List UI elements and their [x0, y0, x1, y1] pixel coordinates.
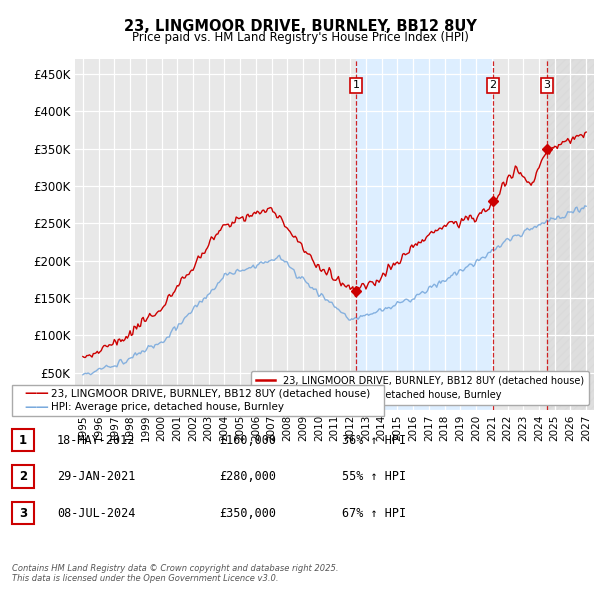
Legend: 23, LINGMOOR DRIVE, BURNLEY, BB12 8UY (detached house), HPI: Average price, deta: 23, LINGMOOR DRIVE, BURNLEY, BB12 8UY (d… — [251, 371, 589, 405]
Bar — [356, 59, 493, 410]
Text: 23, LINGMOOR DRIVE, BURNLEY, BB12 8UY (detached house): 23, LINGMOOR DRIVE, BURNLEY, BB12 8UY (d… — [51, 389, 370, 399]
Text: 67% ↑ HPI: 67% ↑ HPI — [342, 507, 406, 520]
Text: 2: 2 — [19, 470, 27, 483]
Text: ——: —— — [24, 401, 49, 414]
Text: 1: 1 — [19, 434, 27, 447]
Text: 08-JUL-2024: 08-JUL-2024 — [57, 507, 136, 520]
Text: 3: 3 — [544, 80, 551, 90]
Text: £350,000: £350,000 — [219, 507, 276, 520]
Text: £160,000: £160,000 — [219, 434, 276, 447]
Text: £280,000: £280,000 — [219, 470, 276, 483]
Text: 23, LINGMOOR DRIVE, BURNLEY, BB12 8UY: 23, LINGMOOR DRIVE, BURNLEY, BB12 8UY — [124, 19, 476, 34]
Text: ——: —— — [24, 388, 49, 401]
Bar — [547, 59, 594, 410]
Text: 18-MAY-2012: 18-MAY-2012 — [57, 434, 136, 447]
Text: Contains HM Land Registry data © Crown copyright and database right 2025.
This d: Contains HM Land Registry data © Crown c… — [12, 563, 338, 583]
Text: HPI: Average price, detached house, Burnley: HPI: Average price, detached house, Burn… — [51, 402, 284, 412]
Text: Price paid vs. HM Land Registry's House Price Index (HPI): Price paid vs. HM Land Registry's House … — [131, 31, 469, 44]
Text: 1: 1 — [353, 80, 360, 90]
Text: 55% ↑ HPI: 55% ↑ HPI — [342, 470, 406, 483]
Text: 2: 2 — [490, 80, 497, 90]
Text: 29-JAN-2021: 29-JAN-2021 — [57, 470, 136, 483]
Text: 36% ↑ HPI: 36% ↑ HPI — [342, 434, 406, 447]
Text: 3: 3 — [19, 507, 27, 520]
